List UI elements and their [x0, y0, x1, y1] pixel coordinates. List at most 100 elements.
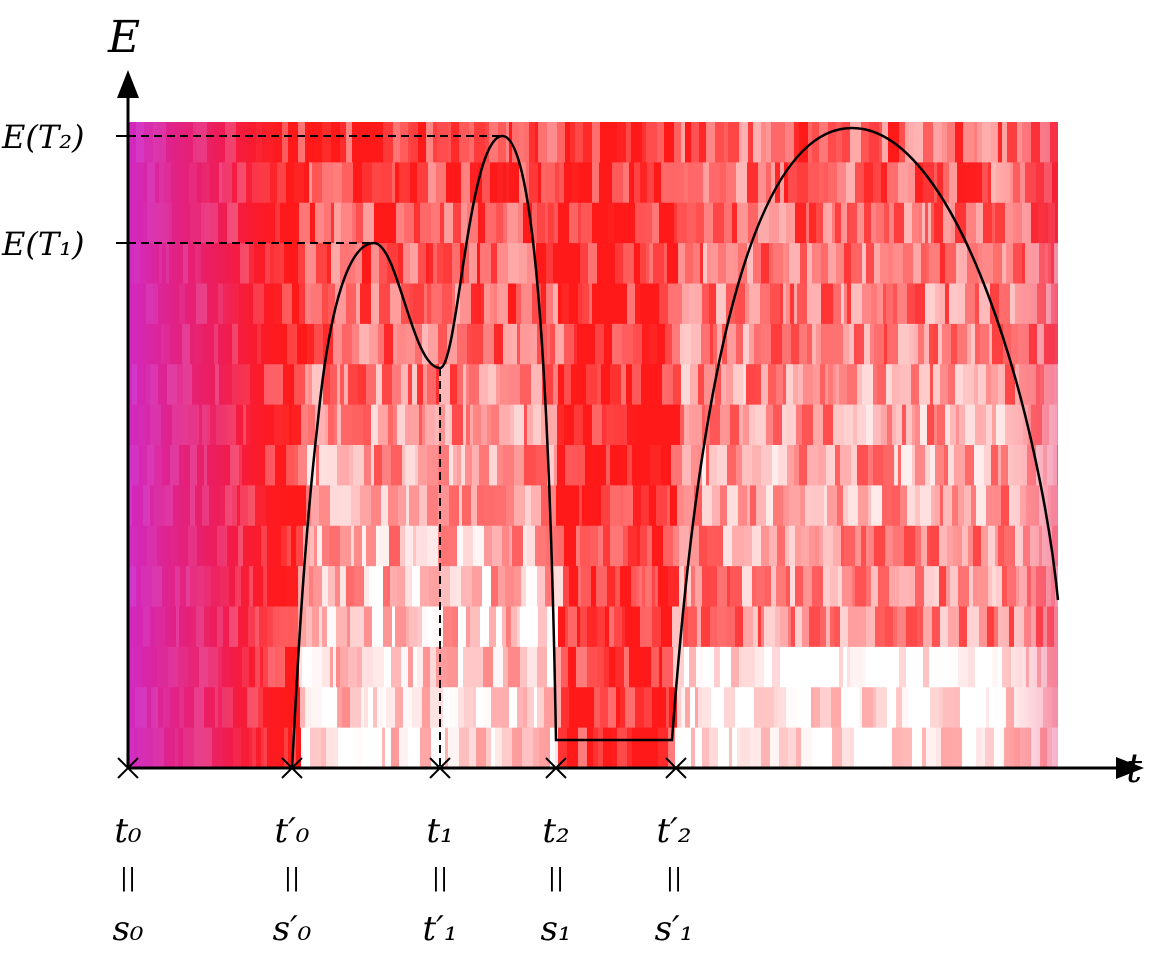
heatmap-cell [364, 606, 372, 648]
heatmap-cell [844, 283, 847, 325]
heatmap-cell [351, 485, 360, 527]
heatmap-cell [531, 485, 541, 527]
heatmap-cell [445, 727, 448, 769]
heatmap-cell [955, 364, 963, 406]
heatmap-cell [427, 445, 438, 486]
heatmap-cell [900, 485, 907, 527]
heatmap-cell [941, 727, 952, 769]
heatmap-cell [715, 364, 721, 406]
heatmap-cell [858, 485, 868, 527]
heatmap-cell [848, 485, 858, 527]
heatmap-cell [685, 687, 690, 729]
heatmap-cell [894, 202, 904, 244]
heatmap-cell [882, 727, 892, 769]
heatmap-cell [456, 566, 461, 608]
heatmap-cell [597, 646, 604, 688]
heatmap-cell [994, 606, 998, 648]
heatmap-cell [405, 404, 408, 446]
heatmap-cell [783, 485, 789, 527]
heatmap-cell [395, 606, 406, 648]
heatmap-cell [803, 364, 813, 406]
heatmap-cell [529, 122, 535, 163]
heatmap-cell [699, 122, 702, 163]
heatmap-cell [950, 404, 956, 446]
heatmap-cell [922, 727, 926, 769]
heatmap-cell [677, 485, 684, 527]
heatmap-cell [964, 162, 974, 204]
heatmap-cell [670, 485, 677, 527]
heatmap-cell [439, 404, 445, 446]
heatmap-cell [301, 404, 308, 446]
heatmap-cell [730, 404, 739, 446]
heatmap-cell [927, 404, 934, 446]
heatmap-cell [356, 283, 360, 325]
heatmap-cell [356, 606, 364, 648]
heatmap-cell [771, 566, 776, 608]
heatmap-cell [518, 202, 523, 244]
heatmap-cell [797, 687, 806, 729]
heatmap-cell [689, 283, 694, 325]
heatmap-cell [662, 364, 669, 406]
heatmap-cell [647, 162, 654, 204]
heatmap-cell [780, 606, 788, 648]
heatmap-cell [527, 404, 533, 446]
heatmap-cell [752, 525, 761, 567]
heatmap-cell [639, 566, 642, 608]
heatmap-cell [397, 323, 406, 365]
heatmap-cell [324, 202, 331, 244]
heatmap-cell [809, 525, 815, 567]
heatmap-cell [446, 162, 452, 204]
heatmap-cell [401, 364, 408, 406]
heatmap-cell [342, 687, 350, 729]
heatmap-cell [958, 646, 968, 688]
heatmap-cell [313, 566, 322, 608]
heatmap-cell [307, 323, 314, 365]
heatmap-cell [620, 404, 624, 446]
heatmap-cell [602, 404, 606, 446]
heatmap-cell [877, 364, 886, 406]
time-tick-marks [117, 757, 687, 779]
heatmap-cell [481, 283, 484, 325]
heatmap-cell [576, 364, 586, 406]
heatmap-cell [521, 283, 532, 325]
heatmap-cell [727, 323, 736, 365]
heatmap-cell [743, 323, 749, 365]
heatmap-cell [650, 445, 661, 486]
heatmap-cell [533, 404, 541, 446]
heatmap-cell [569, 525, 576, 567]
heatmap-cell [906, 606, 917, 648]
heatmap-cell [368, 687, 373, 729]
heatmap-cell [443, 243, 452, 285]
heatmap-cell [330, 646, 333, 688]
heatmap-cell [917, 606, 923, 648]
heatmap-cell [722, 323, 727, 365]
heatmap-cell [679, 525, 689, 567]
heatmap-cell [728, 122, 739, 163]
heatmap-cell [909, 122, 914, 163]
heatmap-cell [337, 404, 341, 446]
heatmap-cell [873, 445, 883, 486]
heatmap-cell [448, 525, 457, 567]
heatmap-cell [892, 404, 896, 446]
heatmap-cell [851, 243, 862, 285]
heatmap-cell [574, 485, 579, 527]
heatmap-cell [902, 687, 908, 729]
heatmap-cell [484, 283, 490, 325]
heatmap-cell [948, 445, 954, 486]
heatmap-cell [974, 122, 977, 163]
heatmap-cell [333, 727, 338, 769]
heatmap-cell [617, 122, 626, 163]
heatmap-cell [940, 364, 948, 406]
heatmap-cell [544, 687, 555, 729]
heatmap-cell [704, 364, 715, 406]
heatmap-cell [862, 364, 873, 406]
heatmap-cell [537, 646, 547, 688]
heatmap-cell [963, 364, 974, 406]
heatmap-cell [915, 445, 925, 486]
heatmap-cell [973, 566, 977, 608]
heatmap-cell [436, 646, 447, 688]
heatmap-cell [873, 687, 876, 729]
heatmap-cell [991, 122, 998, 163]
heatmap-cell [682, 445, 691, 486]
heatmap-cell [328, 566, 335, 608]
